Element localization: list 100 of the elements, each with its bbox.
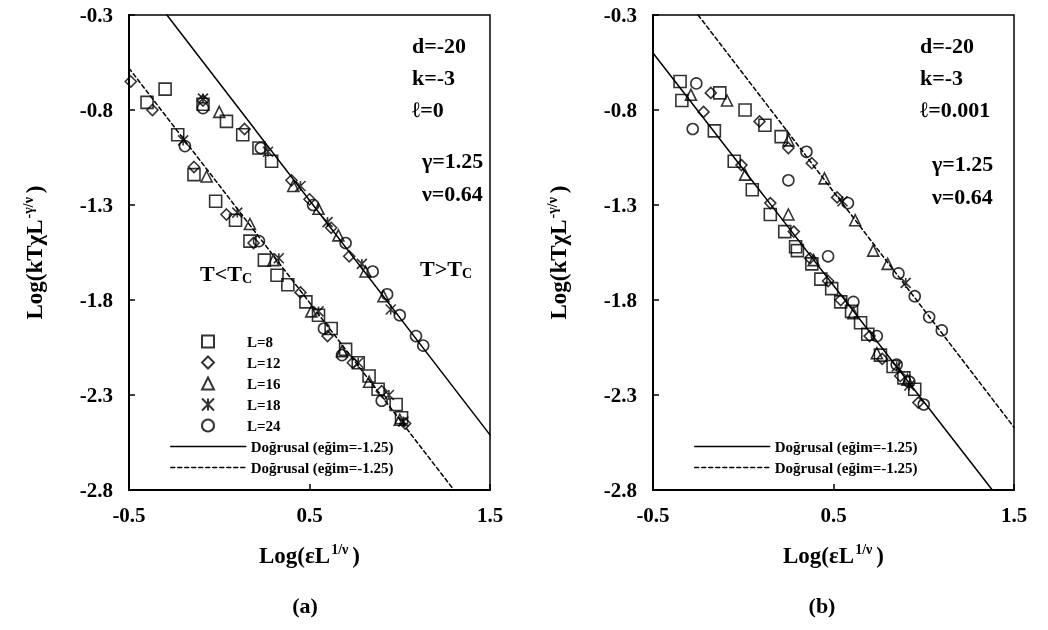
annotation: γ=1.25: [421, 147, 484, 173]
point: [416, 339, 430, 352]
annotation: T<TC: [200, 260, 253, 286]
point: [875, 352, 889, 366]
point: [917, 398, 931, 411]
point: [847, 295, 860, 309]
point: [907, 382, 922, 397]
point: [366, 265, 379, 278]
point: [393, 308, 407, 322]
text: (b): [808, 592, 836, 618]
y-tick-label: -0.3: [603, 3, 637, 27]
point: [299, 295, 313, 309]
point: [782, 208, 795, 221]
legend-label: L=18: [247, 396, 281, 413]
y-tick-label: -1.8: [79, 288, 113, 312]
point: [359, 265, 372, 278]
point: [267, 253, 280, 267]
point: [219, 114, 234, 129]
point: [893, 369, 907, 383]
y-axis-title: Log(kTχL-γ/ν): [20, 185, 47, 320]
point: [684, 88, 698, 102]
legend-label: Doğrusal (eğim=-1.25): [774, 459, 918, 477]
point: [745, 183, 760, 197]
annotation: k=-3: [920, 64, 964, 90]
point: [790, 243, 805, 258]
point: [738, 168, 752, 181]
point: [805, 156, 819, 170]
point: [738, 103, 752, 117]
point: [922, 310, 936, 324]
point: [870, 346, 884, 360]
point: [782, 134, 795, 147]
annotation: ℓ=0.001: [920, 96, 991, 122]
point: [675, 93, 689, 108]
point: [247, 236, 260, 250]
point: [881, 257, 894, 271]
point: [774, 129, 788, 144]
point: [712, 86, 727, 100]
point: [720, 94, 734, 107]
point: [848, 213, 862, 227]
point: [342, 250, 356, 263]
point: [782, 141, 795, 155]
point: [690, 77, 703, 90]
point: [787, 225, 801, 238]
point: [870, 329, 884, 343]
point: [335, 348, 349, 362]
point: [788, 240, 803, 254]
point: [324, 321, 338, 336]
legend-label: Doğrusal (eğim=-1.25): [774, 438, 918, 456]
point: [332, 229, 345, 242]
point: [324, 221, 338, 235]
point: [818, 172, 831, 185]
point: [146, 103, 159, 117]
point: [409, 329, 423, 343]
y-tick-label: -1.3: [603, 193, 637, 217]
legend-label: Doğrusal (eğim=-1.25): [250, 459, 394, 477]
annotation: γ=1.25: [931, 150, 994, 176]
annotation: T>TC: [420, 255, 473, 281]
point: [362, 369, 376, 383]
point: [339, 236, 352, 250]
point: [317, 322, 331, 335]
point: [212, 105, 226, 119]
point: [377, 289, 390, 303]
point: [335, 345, 349, 358]
point: [270, 268, 284, 283]
point: [935, 324, 949, 337]
y-tick-label: -1.3: [79, 193, 113, 217]
point: [220, 208, 233, 221]
point: [805, 257, 819, 271]
annotation: ν=0.64: [931, 183, 993, 209]
x-tick-label: 1.5: [1000, 502, 1028, 527]
point: [704, 86, 718, 100]
legend-label: L=16: [247, 375, 282, 392]
point: [264, 154, 279, 169]
point: [380, 288, 394, 301]
point: [321, 329, 334, 343]
point: [821, 274, 835, 288]
point: [177, 134, 189, 147]
point: [908, 289, 922, 303]
legend-label: L=12: [247, 354, 281, 371]
point: [371, 382, 385, 397]
point: [306, 198, 320, 212]
point: [252, 234, 266, 248]
point: [257, 253, 272, 267]
y-tick-label: -0.3: [79, 3, 113, 27]
point: [231, 206, 244, 219]
annotation: d=-20: [412, 32, 467, 58]
point: [763, 207, 778, 222]
point: [821, 250, 835, 263]
point: [178, 139, 192, 153]
point: [841, 196, 855, 210]
x-tick-label: 0.5: [296, 502, 323, 527]
point: [814, 272, 828, 286]
point: [208, 194, 223, 208]
x-tick-label: -0.5: [636, 502, 670, 527]
point: [903, 379, 916, 392]
point: [899, 277, 912, 289]
point: [873, 348, 888, 362]
point: [853, 316, 868, 330]
point: [305, 305, 318, 318]
point: [803, 251, 817, 265]
